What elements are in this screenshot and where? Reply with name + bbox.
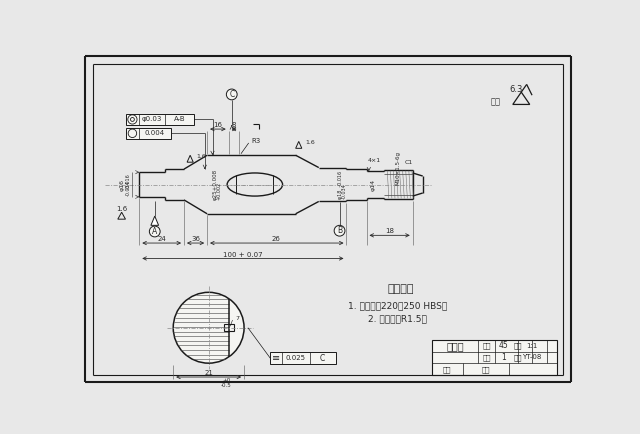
Text: 0.025: 0.025: [285, 355, 306, 361]
Text: 100 + 0.07: 100 + 0.07: [223, 252, 262, 258]
Text: A: A: [152, 227, 157, 236]
Bar: [432, 340, 557, 375]
Text: +0: +0: [222, 378, 230, 383]
Text: 24: 24: [157, 236, 166, 242]
Text: 8: 8: [232, 122, 236, 128]
Text: +0.002: +0.002: [217, 181, 222, 200]
Circle shape: [334, 225, 345, 236]
Text: 21: 21: [204, 370, 213, 376]
Text: φ14: φ14: [370, 178, 375, 191]
Text: M10×1.5-6g: M10×1.5-6g: [396, 151, 401, 184]
Text: 材料: 材料: [483, 342, 491, 349]
Text: φ16: φ16: [120, 178, 125, 191]
Text: C: C: [320, 354, 325, 363]
Text: -0.016: -0.016: [126, 173, 131, 188]
Text: A-B: A-B: [173, 116, 185, 122]
Text: 1:1: 1:1: [526, 343, 538, 349]
Text: 4×1: 4×1: [367, 158, 381, 163]
Text: B: B: [337, 226, 342, 235]
Text: -0.034: -0.034: [126, 181, 131, 196]
Text: φ25+0.008: φ25+0.008: [212, 169, 218, 200]
Text: 36: 36: [191, 236, 200, 242]
Text: 1.6: 1.6: [196, 155, 206, 159]
Text: 其余: 其余: [491, 97, 501, 106]
Text: 1. 调质处理220～250 HBS。: 1. 调质处理220～250 HBS。: [348, 302, 447, 311]
Text: 16: 16: [213, 122, 222, 128]
Text: φ0.03: φ0.03: [141, 116, 162, 122]
Bar: [225, 324, 234, 331]
Text: 图号: 图号: [514, 354, 522, 361]
Text: φ18  -0.016: φ18 -0.016: [338, 171, 343, 199]
Text: 0.004: 0.004: [145, 130, 165, 136]
Text: 7: 7: [236, 316, 240, 321]
Text: -0.034: -0.034: [342, 183, 347, 198]
Text: 1.6: 1.6: [305, 141, 315, 145]
Text: 技术要求: 技术要求: [388, 284, 415, 294]
Text: 数量: 数量: [483, 354, 491, 361]
Bar: [270, 352, 336, 364]
Text: 6.3: 6.3: [509, 85, 523, 94]
Text: R3: R3: [252, 138, 261, 144]
Text: 审核: 审核: [482, 366, 490, 373]
Bar: [126, 128, 171, 139]
Text: 输出轴: 输出轴: [446, 341, 464, 351]
Text: C: C: [229, 90, 234, 99]
Text: -0.5: -0.5: [221, 383, 232, 388]
Text: ≡: ≡: [272, 353, 280, 363]
Text: 比例: 比例: [514, 342, 522, 349]
Text: 1.6: 1.6: [116, 206, 127, 212]
Text: 18: 18: [385, 228, 394, 234]
Text: YT-08: YT-08: [522, 355, 541, 360]
Text: 45: 45: [499, 341, 508, 350]
Text: 26: 26: [272, 236, 281, 242]
Circle shape: [149, 226, 160, 237]
Text: C1: C1: [404, 160, 413, 164]
Text: 1: 1: [501, 353, 506, 362]
Polygon shape: [151, 216, 159, 225]
Circle shape: [173, 293, 244, 363]
Text: 2. 未注圆角R1.5。: 2. 未注圆角R1.5。: [368, 314, 427, 323]
Bar: [126, 114, 194, 125]
Circle shape: [227, 89, 237, 100]
Text: 制图: 制图: [443, 366, 452, 373]
